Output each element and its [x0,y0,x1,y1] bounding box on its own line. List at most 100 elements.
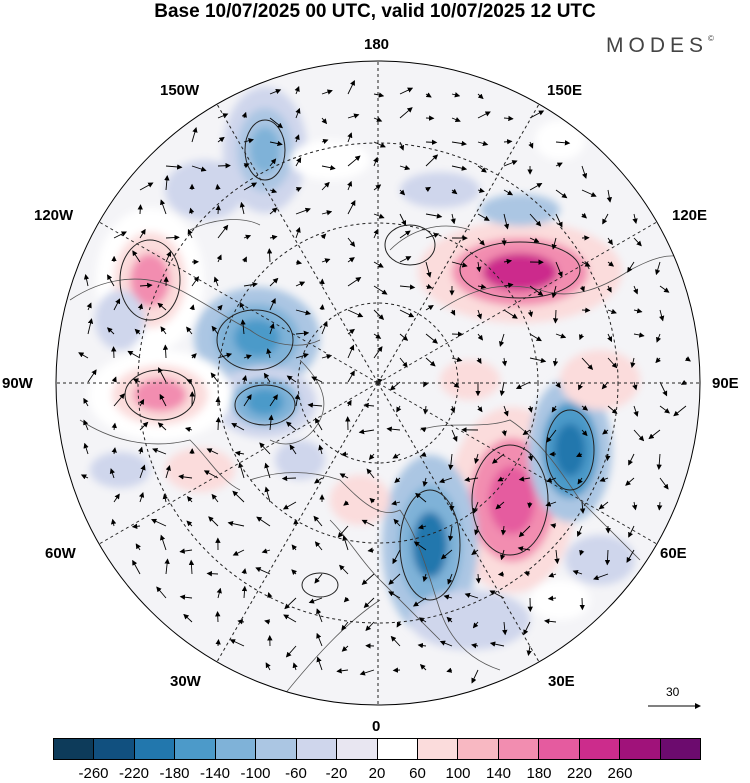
wind-vector-arrow [447,573,453,585]
wind-vector-arrow [396,621,402,628]
wind-vector-arrow [369,497,376,504]
wind-vector-arrow [543,618,557,625]
wind-vector-arrow [477,213,490,221]
colorbar-swatch [417,739,459,759]
wind-vector-arrow [450,213,456,225]
wind-vector-arrow [579,285,585,293]
wind-vector-arrow [546,477,557,483]
wind-vector-arrow [314,541,323,551]
wind-vector-arrow [269,277,279,287]
wind-vector-arrow [321,138,329,145]
wind-vector-arrow [422,477,428,487]
wind-vector-arrow [314,417,323,431]
wind-vector-arrow [422,573,428,582]
wind-vector-arrow [399,87,414,95]
wind-vector-arrow [321,210,333,216]
colorbar-swatch [337,739,378,759]
wind-vector-arrow [399,213,407,226]
wind-vector-arrow [308,597,323,604]
wind-vector-arrow [363,402,375,409]
wind-vector-arrow [552,309,559,324]
wind-vector-arrow [440,549,453,560]
wind-vector-arrow [186,379,193,385]
wind-vector-arrow [599,476,609,482]
wind-vector-arrow [165,465,171,479]
colorbar-tick-label: 20 [368,765,386,782]
map-title: Base 10/07/2025 00 UTC, valid 10/07/2025… [154,1,596,22]
wind-vector-arrow [266,248,273,263]
wind-vector-arrow [291,544,298,551]
wind-vector-arrow [110,518,117,527]
wind-vector-arrow [234,450,245,456]
lon-label-60w: 60W [45,545,76,562]
wind-vector-arrow [632,381,638,391]
colorbar-tick-label: -180 [159,765,190,782]
wind-vector-arrow [451,188,458,195]
wind-vector-arrow [320,233,327,240]
wind-vector-arrow [680,379,687,385]
wind-vector-arrow [527,309,534,318]
wind-vector-arrow [232,490,245,503]
wind-vector-arrow [347,257,355,263]
wind-vector-arrow [157,302,167,311]
wind-vector-arrow [111,447,117,455]
wind-vector-arrow [548,572,557,578]
wind-vector-arrow [164,175,170,191]
wind-vector-arrow [295,330,310,336]
wind-vector-arrow [474,525,480,536]
wind-vector-arrow [269,117,284,129]
wind-vector-arrow [86,302,92,311]
wind-vector-arrow [606,189,612,203]
wind-vector-arrow [241,256,247,263]
wind-vector-arrow [186,326,193,335]
wind-vector-arrow [551,285,557,299]
wind-vector-arrow [139,282,153,289]
wind-vector-arrow [241,375,248,383]
wind-vector-arrow [269,140,283,147]
colorbar-swatch [660,739,700,759]
wind-vector-arrow [347,200,356,215]
wind-vector-arrow [160,326,167,335]
wind-vector-arrow [472,501,479,514]
wind-vector-arrow [156,586,167,599]
lon-label-0: 0 [372,718,381,735]
wind-vector-arrow [269,158,277,167]
wind-vector-arrow [527,453,534,462]
wind-vector-arrow [295,157,302,167]
lon-label-90w: 90W [2,375,33,392]
wind-vector-arrow [545,501,557,507]
wind-vector-arrow [581,429,588,437]
wind-vector-arrow [399,141,405,151]
wind-vector-arrow [555,213,563,228]
wind-vector-arrow [285,421,297,431]
wind-vector-arrow [607,308,617,314]
weak-anomaly-region [90,452,150,488]
wind-vector-arrow [425,357,436,367]
wind-vector-arrow [523,621,531,636]
wind-vector-arrow [451,429,458,442]
wind-vector-arrow [215,416,222,431]
wind-vector-arrow [295,107,301,119]
wind-vector-arrow [347,155,361,167]
wind-vector-arrow [581,165,588,179]
wind-vector-arrow [581,189,597,197]
wind-vector-arrow [341,645,349,652]
wind-vector-arrow [415,492,427,503]
wind-vector-arrow [417,524,427,530]
wind-vector-arrow [419,664,427,671]
wind-vector-arrow [83,397,89,407]
wind-vector-arrow [347,328,355,335]
wind-vector-arrow [346,399,352,407]
wind-vector-arrow [593,573,609,581]
wind-vector-arrow [451,261,468,268]
wind-vector-arrow [240,319,246,335]
wind-vector-arrow [659,405,671,414]
wind-vector-arrow [336,668,349,674]
colorbar-tick-label: -100 [240,765,271,782]
wind-vector-arrow [412,597,427,607]
lon-label-60e: 60E [660,545,687,562]
wind-vector-arrow [256,516,271,527]
wind-vector-arrow [607,261,615,267]
wind-vector-arrow [503,258,513,265]
wind-vector-arrow [501,357,508,367]
